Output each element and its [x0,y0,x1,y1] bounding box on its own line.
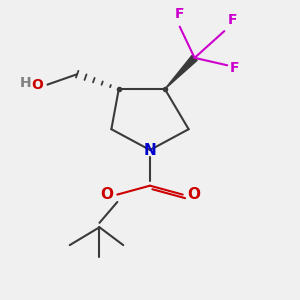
Text: O: O [100,187,113,202]
Text: H: H [20,76,31,90]
Text: O: O [31,78,43,92]
Text: F: F [230,61,240,75]
Polygon shape [165,56,197,89]
Text: F: F [175,7,184,21]
Text: F: F [227,13,237,27]
Text: O: O [187,187,200,202]
Text: N: N [144,142,156,158]
